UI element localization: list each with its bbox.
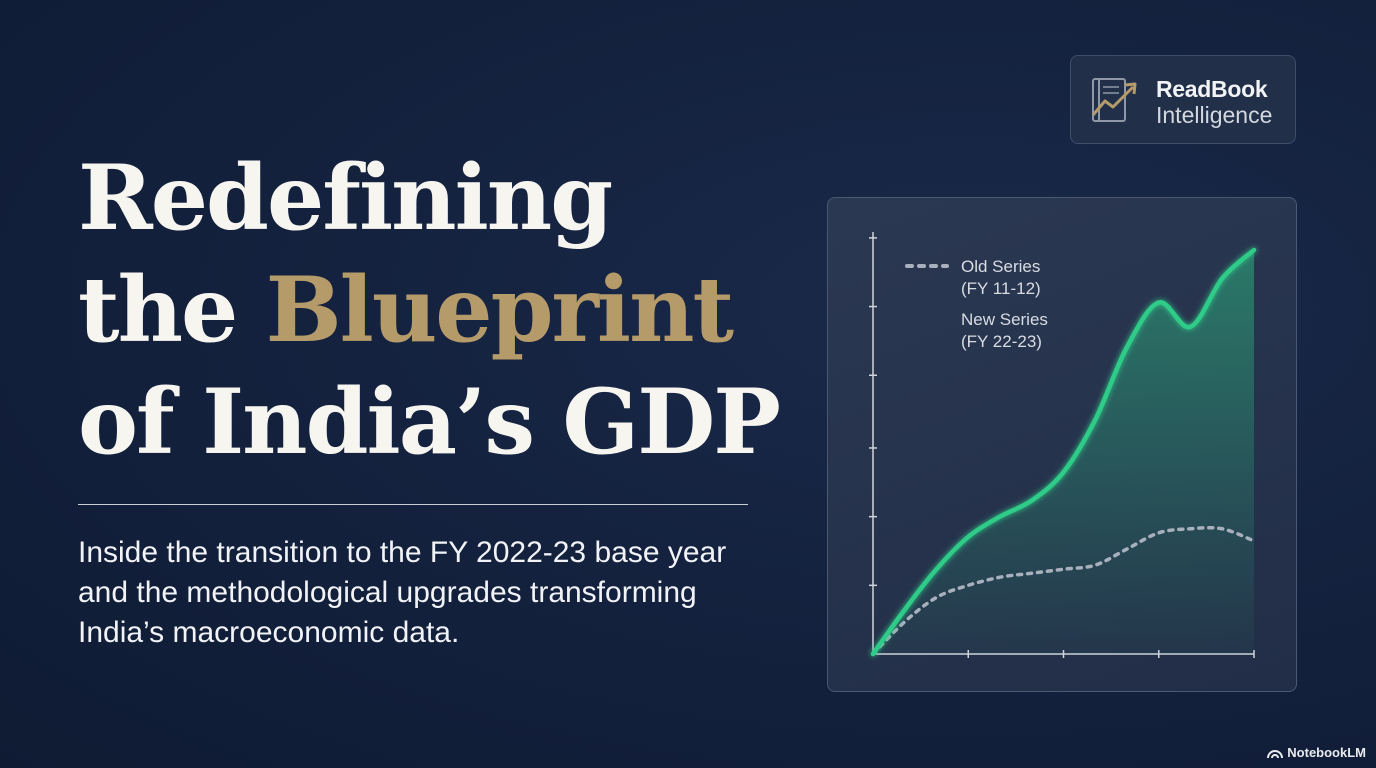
headline-line-1: Redefining xyxy=(78,145,613,251)
legend-old-label: Old Series xyxy=(961,257,1040,276)
brand-subtitle: Intelligence xyxy=(1156,102,1273,128)
old-series-line xyxy=(871,525,1256,656)
book-trend-icon xyxy=(1091,78,1137,122)
watermark: NotebookLM xyxy=(1267,745,1366,760)
divider xyxy=(78,504,748,505)
legend-old-sublabel: (FY 11-12) xyxy=(961,279,1041,298)
chart-legend: Old Series (FY 11-12) New Series (FY 22-23) xyxy=(904,257,1048,351)
page-title: Redefining the Blueprint of India’s GDP xyxy=(78,142,781,478)
headline-line-2-prefix: the xyxy=(78,257,266,363)
subtitle: Inside the transition to the FY 2022-23 … xyxy=(78,536,727,649)
chart-marks xyxy=(870,247,1257,657)
brand-name: ReadBook xyxy=(1156,76,1268,102)
gdp-series-chart: Old Series (FY 11-12) New Series (FY 22-23) xyxy=(869,232,1257,658)
notebooklm-logo-icon xyxy=(1267,749,1284,758)
headline-line-3: of India’s GDP xyxy=(78,369,781,475)
new-series-area xyxy=(873,250,1254,654)
watermark-text: NotebookLM xyxy=(1287,745,1366,760)
new-series-line xyxy=(870,247,1257,657)
legend-new-label: New Series xyxy=(961,310,1048,329)
legend-new-sublabel: (FY 22-23) xyxy=(961,332,1042,351)
headline-accent: Blueprint xyxy=(265,257,734,363)
chart-panel: Old Series (FY 11-12) New Series (FY 22-23) xyxy=(827,197,1297,692)
brand-badge: ReadBook Intelligence xyxy=(1070,55,1296,144)
brand-text: ReadBook Intelligence xyxy=(1156,76,1272,128)
